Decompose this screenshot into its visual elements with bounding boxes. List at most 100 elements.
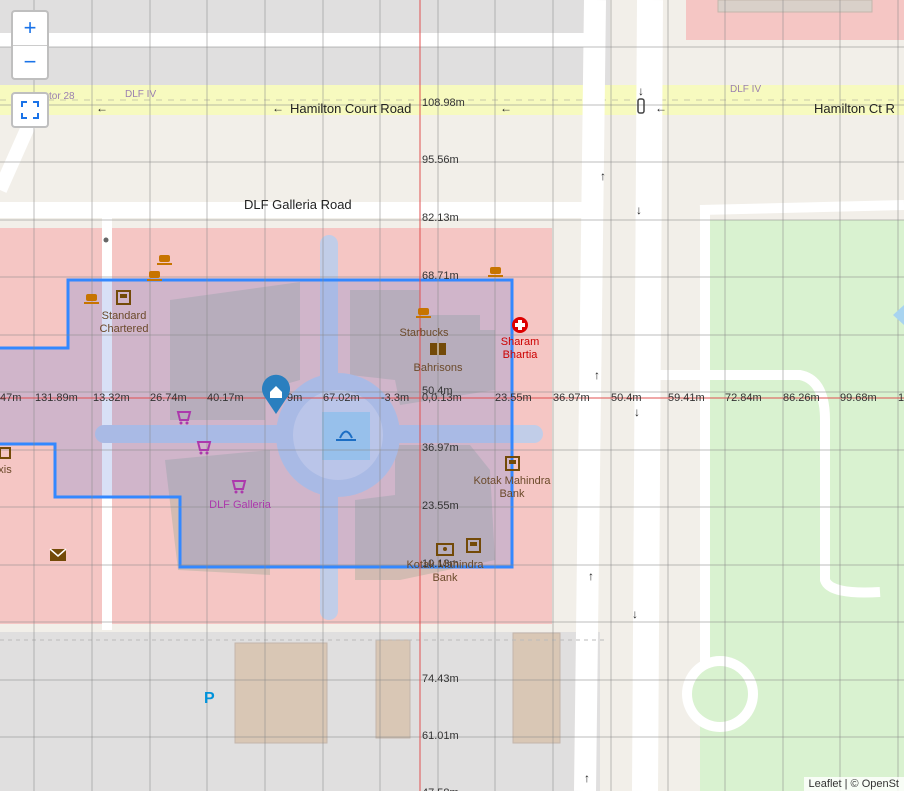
poi-label-sharam: Sharam (501, 336, 540, 348)
park-roundabout-inner (692, 666, 748, 722)
oneway-arrow-icon: ↑ (584, 771, 590, 785)
road-labels: ← ← Hamilton Court Road ← ← Hamilton Ct … (96, 84, 895, 785)
poi-label-standard-chartered: Chartered (100, 323, 149, 335)
cafe-icon[interactable] (84, 294, 99, 304)
area-label-dlf-iv: DLF IV (730, 84, 761, 95)
grid-x-label: 36.97m (553, 392, 590, 404)
atm-icon[interactable] (116, 290, 131, 305)
grid-y-label: 50.4m (422, 385, 453, 397)
oneway-arrow-icon: ↑ (588, 569, 594, 583)
shopping-cart-icon[interactable] (176, 411, 192, 425)
park-path-loop (650, 370, 881, 598)
park-path-top (699, 200, 904, 215)
cafe-icon[interactable] (416, 308, 431, 318)
shopping-cart-icon[interactable] (196, 441, 212, 455)
oneway-arrow-icon: ← (655, 101, 667, 115)
hospital-icon[interactable] (512, 317, 528, 333)
grid-x-label: 26.74m (150, 392, 187, 404)
oneway-arrow-icon: ← (96, 101, 108, 115)
grid-x-label: 47m (0, 392, 21, 404)
mail-icon[interactable] (49, 548, 67, 561)
grid-y-label: 95.56m (422, 154, 459, 166)
poi-label-axis: xis (0, 464, 12, 476)
fullscreen-button[interactable] (11, 92, 49, 128)
parking-building-1 (234, 642, 328, 744)
grid-x-label: 13.32m (93, 392, 130, 404)
poi-label-dlf-galleria: DLF Galleria (209, 499, 272, 511)
grid-x-label: 131.89m (35, 392, 78, 404)
grid-x-label: 40.17m (207, 392, 244, 404)
grid-x-label: -3.3m (381, 392, 409, 404)
road-label-hamilton-right: Hamilton Ct R (814, 101, 895, 116)
grid-y-label: 74.43m (422, 673, 459, 685)
grid-y-label: 68.71m (422, 270, 459, 282)
poi-label-kotak: Bank (499, 488, 525, 500)
area-label-dlf-iv: DLF IV (125, 89, 156, 100)
fountain-icon (336, 430, 356, 441)
poi-labels-health: Sharam Bhartia (501, 336, 540, 361)
oneway-arrow-icon: ↓ (632, 607, 638, 621)
cafe-icon[interactable] (157, 255, 172, 265)
grid-x-labels: 47m 131.89m 13.32m 26.74m 40.17m 9m 67.0… (0, 392, 904, 404)
grid-y-label: 10.13m (422, 558, 459, 570)
grid-x-label: 1 (898, 392, 904, 404)
cafe-icon[interactable] (488, 267, 503, 277)
poi-label-starbucks: Starbucks (400, 327, 449, 339)
parking-building-3 (512, 632, 561, 744)
oneway-arrow-icon: ↓ (636, 203, 642, 217)
road-label-galleria: DLF Galleria Road (244, 197, 352, 212)
parking-icon[interactable]: P (204, 690, 215, 707)
selected-area-polygon[interactable] (0, 278, 514, 569)
road-label-hamilton: Hamilton Court Road (290, 101, 411, 116)
grid-x-label: 59.41m (668, 392, 705, 404)
building-ne (350, 290, 495, 405)
zoom-in-button[interactable]: + (13, 12, 47, 46)
parking-building-2 (375, 639, 411, 739)
poi-label-bahrisons: Bahrisons (414, 362, 463, 374)
top-right-building (717, 0, 873, 13)
oneway-arrow-icon: ← (272, 101, 284, 115)
poi-label-kotak-2: Bank (432, 572, 458, 584)
zoom-out-button[interactable]: − (23, 49, 37, 74)
grid-x-label: 0,0.13m (422, 392, 462, 404)
oneway-arrow-icon: ↑ (600, 169, 606, 183)
book-icon[interactable] (430, 343, 446, 355)
grid-y-label: 47.58m (422, 787, 459, 791)
grid-y-label: 82.13m (422, 212, 459, 224)
building-se (355, 445, 495, 580)
map-attribution[interactable]: Leaflet | © OpenSt (803, 777, 904, 791)
poi-label-sharam: Bhartia (503, 349, 539, 361)
avenue-southbound (574, 0, 606, 791)
bank-icon[interactable] (436, 543, 454, 556)
grid-y-label: 108.98m (422, 97, 465, 109)
atm-icon[interactable] (505, 456, 520, 471)
grid-y-labels: 108.98m 95.56m 82.13m 68.71m 50.4m 36.97… (422, 97, 465, 791)
grid-x-label: 23.55m (495, 392, 532, 404)
grid-x-label: 86.26m (783, 392, 820, 404)
area-label-sector: ctor 28 (44, 91, 75, 102)
fountain (322, 412, 370, 460)
poi-labels: Standard Chartered Starbucks Bahrisons K… (0, 310, 551, 584)
shopping-cart-icon[interactable] (231, 480, 247, 494)
grid-x-label: 50.4m (611, 392, 642, 404)
grid-x-label: 99.68m (840, 392, 877, 404)
grid-y-label: 36.97m (422, 442, 459, 454)
oneway-arrow-icon: ↓ (638, 84, 644, 98)
point-marker (103, 237, 109, 243)
grid-x-label: 72.84m (725, 392, 762, 404)
grid-y-label: 61.01m (422, 730, 459, 742)
grid-y-label: 23.55m (422, 500, 459, 512)
atm-icon[interactable] (466, 538, 481, 553)
park-water-icon (893, 305, 904, 325)
cafe-icon[interactable] (147, 271, 162, 281)
oneway-arrow-icon: ↑ (594, 368, 600, 382)
location-marker-icon[interactable] (262, 374, 291, 414)
poi-label-kotak: Kotak Mahindra (473, 475, 551, 487)
poi-label-kotak-2: Kotak Mahindra (406, 559, 484, 571)
poi-label-standard-chartered: Standard (102, 310, 147, 322)
fullscreen-icon (21, 101, 39, 119)
oneway-arrow-icon: ↓ (634, 405, 640, 419)
bank-icon[interactable] (0, 447, 11, 459)
